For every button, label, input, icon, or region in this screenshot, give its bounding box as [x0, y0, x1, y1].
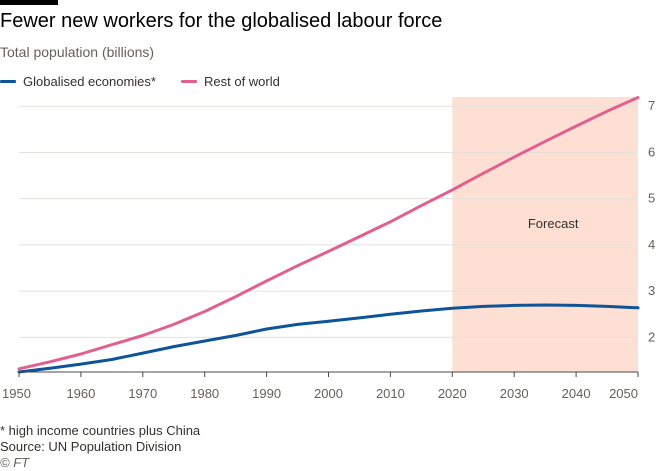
y-tick-label-6: 6 [648, 144, 655, 159]
x-tick-label-2020: 2020 [438, 386, 467, 401]
legend-item-globalised: Globalised economies* [0, 74, 156, 89]
ft-copyright: © FT [0, 455, 30, 470]
brand-bar [0, 0, 58, 5]
legend-label-globalised: Globalised economies* [23, 74, 156, 89]
x-tick-label-1950: 1950 [2, 386, 31, 401]
x-tick-label-1980: 1980 [190, 386, 219, 401]
series-line-rest-of-world [17, 96, 640, 371]
forecast-label: Forecast [528, 216, 579, 231]
legend-swatch-globalised [0, 80, 16, 83]
x-tick-label-2050: 2050 [609, 386, 638, 401]
y-tick-label-3: 3 [648, 283, 655, 298]
chart-subtitle: Total population (billions) [0, 44, 155, 60]
legend-swatch-rest-of-world [181, 80, 197, 83]
footnote: * high income countries plus China [0, 423, 201, 438]
x-tick-label-2040: 2040 [562, 386, 591, 401]
x-tick-label-1990: 1990 [252, 386, 281, 401]
y-tick-label-5: 5 [648, 191, 655, 206]
series-layer [17, 96, 640, 374]
chart-title: Fewer new workers for the globalised lab… [0, 10, 443, 32]
x-tick-label-2000: 2000 [314, 386, 343, 401]
legend-item-rest-of-world: Rest of world [181, 74, 280, 89]
grid-layer [19, 105, 638, 338]
legend-label-rest-of-world: Rest of world [204, 74, 280, 89]
x-tick-label-1970: 1970 [128, 386, 157, 401]
x-tick-label-2030: 2030 [500, 386, 529, 401]
axis-layer: 2 3 4 5 6 7 1950 1960 1970 1980 1990 2000 2010 2020 20… [2, 98, 655, 401]
x-tick-label-2010: 2010 [376, 386, 405, 401]
forecast-layer: Forecast [452, 97, 638, 372]
series-line-globalised-economies [17, 303, 640, 374]
y-tick-label-2: 2 [648, 329, 655, 344]
source: Source: UN Population Division [0, 439, 182, 454]
y-tick-label-4: 4 [648, 237, 655, 252]
x-tick-label-1960: 1960 [66, 386, 95, 401]
y-tick-label-7: 7 [648, 98, 655, 113]
forecast-region [452, 97, 638, 372]
